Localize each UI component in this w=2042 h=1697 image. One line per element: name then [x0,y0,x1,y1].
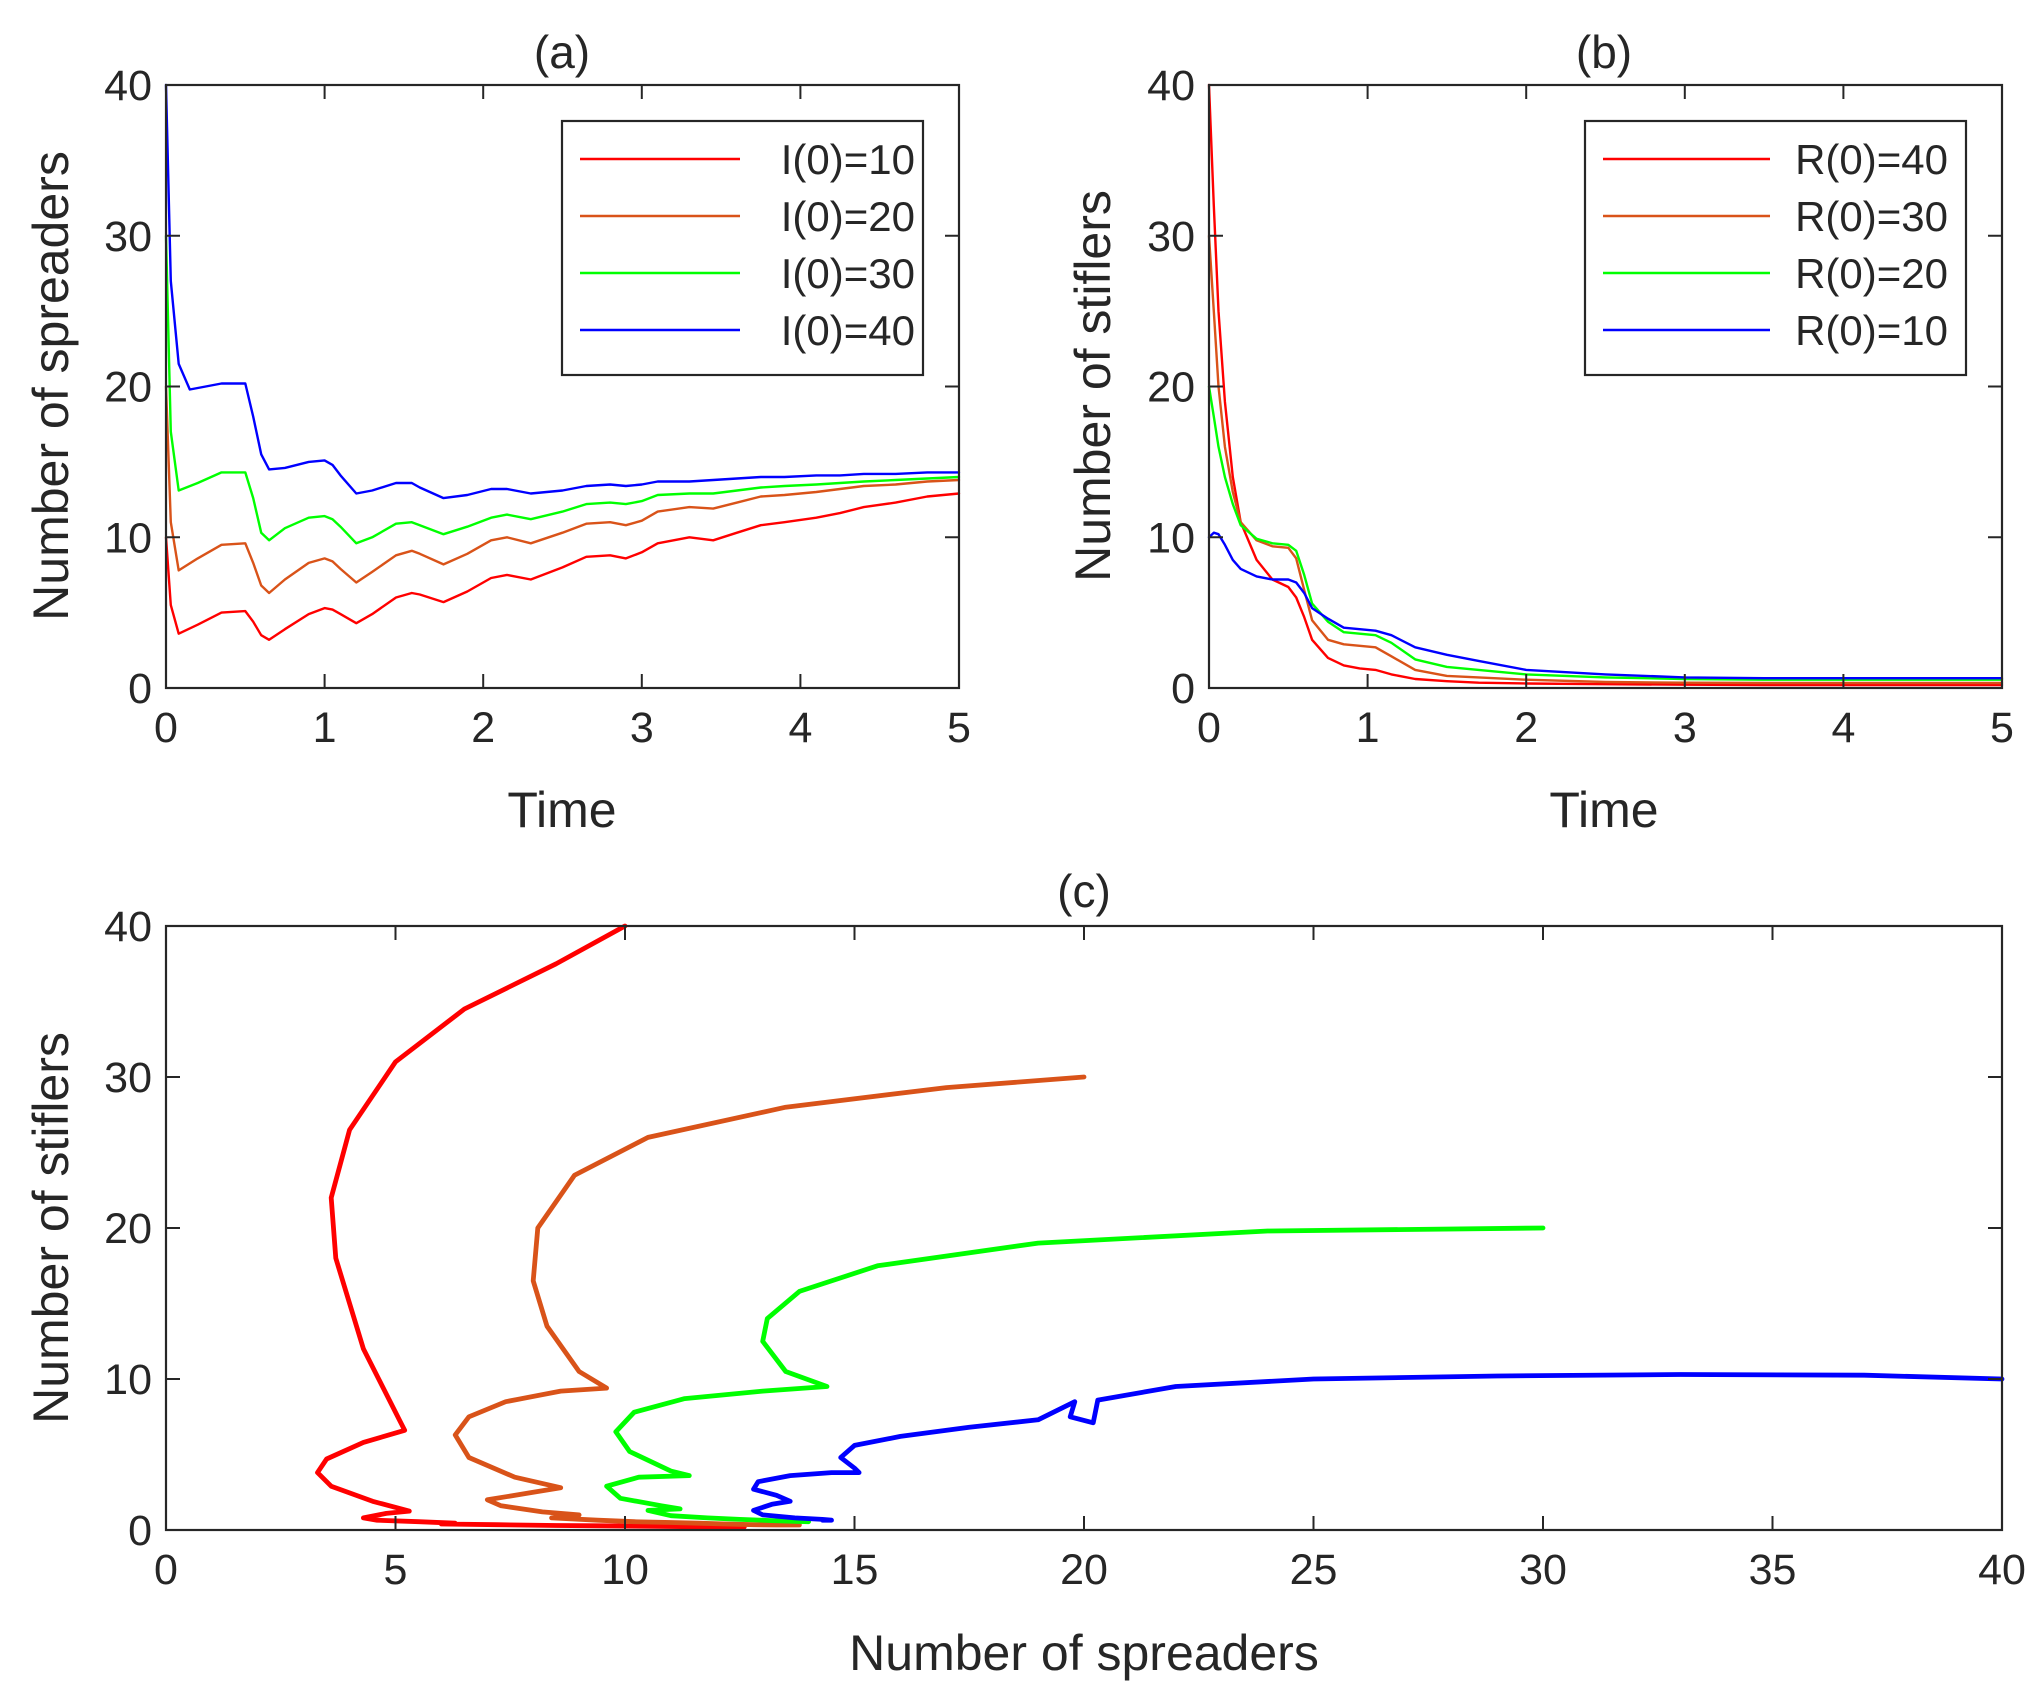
x-tick-label: 25 [1290,1546,1338,1594]
panel-b-x-axis-title: Time [1549,782,1658,838]
x-tick-label: 0 [154,704,178,752]
panel-c-title: (c) [1057,865,1111,917]
x-tick-label: 2 [1514,704,1538,752]
x-tick-label: 1 [1356,704,1380,752]
panel-a-legend: I(0)=10 I(0)=20 I(0)=30 I(0)=40 [560,119,925,377]
x-tick-label: 0 [1197,704,1221,752]
x-tick-label: 40 [1978,1546,2026,1594]
legend-label: I(0)=30 [781,250,915,297]
y-tick-label: 20 [104,364,152,412]
series-line-1 [315,923,747,1530]
x-tick-label: 5 [1990,704,2014,752]
y-tick-label: 0 [128,665,152,713]
panel-b: (b) 0 1 2 3 4 5 0 10 20 30 40 Time Number of stif… [1065,26,2014,838]
y-tick-label: 10 [1147,514,1195,562]
legend-label: I(0)=10 [781,136,915,183]
panel-c-xtick-labels: 0 5 10 15 20 25 30 35 40 [154,1546,2026,1594]
x-tick-label: 15 [831,1546,879,1594]
panel-a: (a) 0 1 2 3 4 5 0 10 20 30 40 Time Number of spre… [23,26,971,838]
panel-b-legend-box [1583,119,1968,377]
legend-label: R(0)=30 [1795,193,1948,240]
y-tick-label: 30 [1147,213,1195,261]
x-tick-label: 5 [384,1546,408,1594]
x-tick-label: 3 [1673,704,1697,752]
panel-a-xtick-labels: 0 1 2 3 4 5 [154,704,971,752]
x-tick-label: 20 [1060,1546,1108,1594]
y-tick-label: 30 [104,1054,152,1102]
legend-label: R(0)=10 [1795,307,1948,354]
x-tick-label: 3 [630,704,654,752]
panel-c-ytick-labels: 0 10 20 30 40 [104,903,152,1555]
y-tick-label: 40 [104,62,152,110]
series-line-4 [751,1372,2005,1523]
panel-a-x-axis-title: Time [507,782,616,838]
series-line-3 [164,234,961,545]
panel-a-ytick-labels: 0 10 20 30 40 [104,62,152,713]
series-line-1 [1207,83,2004,687]
panel-c-x-axis-title: Number of spreaders [849,1625,1319,1681]
y-tick-label: 10 [104,1356,152,1404]
panel-c: (c) 0 5 10 15 20 25 30 35 40 0 10 20 30 40 Number of… [23,865,2026,1681]
x-tick-label: 1 [313,704,337,752]
series-line-2 [164,385,961,595]
x-tick-label: 0 [154,1546,178,1594]
series-line-3 [604,1225,1546,1525]
x-tick-label: 4 [788,704,812,752]
panel-a-title: (a) [534,26,590,78]
y-tick-label: 0 [1171,665,1195,713]
panel-c-axes-box [164,924,2004,1532]
legend-label: R(0)=20 [1795,250,1948,297]
x-tick-label: 5 [947,704,971,752]
legend-label: R(0)=40 [1795,136,1948,183]
x-tick-label: 4 [1831,704,1855,752]
panel-a-lines [164,83,961,641]
panel-b-title: (b) [1576,26,1632,78]
series-line-4 [1207,531,2004,680]
legend-label: I(0)=40 [781,307,915,354]
y-tick-label: 20 [1147,364,1195,412]
panel-b-lines [1207,83,2004,687]
series-line-3 [1207,385,2004,681]
panel-b-legend: R(0)=40 R(0)=30 R(0)=20 R(0)=10 [1583,119,1968,377]
legend-label: I(0)=20 [781,193,915,240]
panel-a-legend-box [560,119,925,377]
y-tick-label: 30 [104,213,152,261]
panel-b-xtick-labels: 0 1 2 3 4 5 [1197,704,2014,752]
y-tick-label: 40 [104,903,152,951]
x-tick-label: 30 [1519,1546,1567,1594]
panel-b-y-axis-title: Number of stiflers [1065,190,1121,582]
y-tick-label: 40 [1147,62,1195,110]
y-tick-label: 10 [104,514,152,562]
panel-a-ticks [165,84,960,689]
panel-c-ticks [165,925,2003,1531]
panel-b-ytick-labels: 0 10 20 30 40 [1147,62,1195,713]
y-tick-label: 20 [104,1205,152,1253]
y-tick-label: 0 [128,1507,152,1555]
x-tick-label: 2 [471,704,495,752]
panel-b-ticks [1208,84,2003,689]
series-line-2 [1207,234,2004,685]
panel-c-y-axis-title: Number of stiflers [23,1032,79,1424]
panel-c-lines [315,923,2005,1530]
series-line-2 [452,1074,1087,1528]
series-line-1 [164,492,961,641]
series-line-4 [164,83,961,500]
x-tick-label: 35 [1749,1546,1797,1594]
x-tick-label: 10 [601,1546,649,1594]
panel-a-y-axis-title: Number of spreaders [23,151,79,621]
